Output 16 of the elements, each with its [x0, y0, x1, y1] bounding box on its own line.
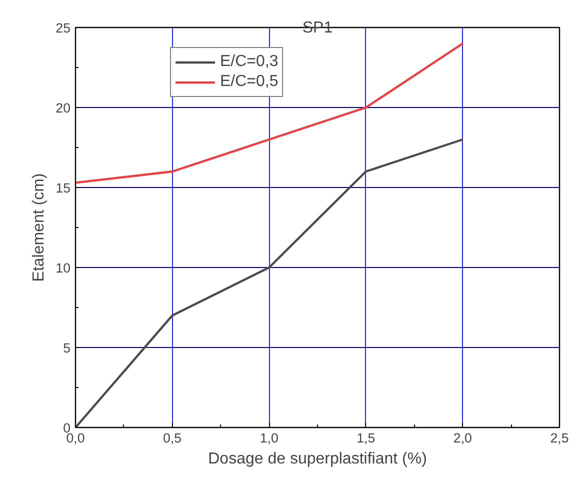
legend-label: E/C=0,5 [220, 73, 278, 91]
x-tick-label: 1,0 [260, 430, 278, 446]
legend-label: E/C=0,3 [220, 53, 278, 71]
y-tick-label: 10 [56, 260, 71, 276]
y-tick-label: 20 [56, 100, 71, 116]
line-series [76, 138, 464, 428]
x-tick-label: 1,5 [356, 430, 376, 446]
y-tick-label: 5 [63, 340, 71, 356]
y-axis-title: Etalement (cm) [30, 173, 48, 282]
x-tick-label: 0,5 [163, 430, 182, 446]
y-tick-label: 25 [56, 20, 71, 36]
y-tick-label: 15 [56, 180, 71, 196]
x-tick-label: 2,0 [453, 430, 472, 446]
line-series [76, 42, 464, 184]
x-axis-title: Dosage de superplastifiant (%) [208, 450, 427, 468]
x-tick-label: 2,5 [550, 430, 569, 446]
